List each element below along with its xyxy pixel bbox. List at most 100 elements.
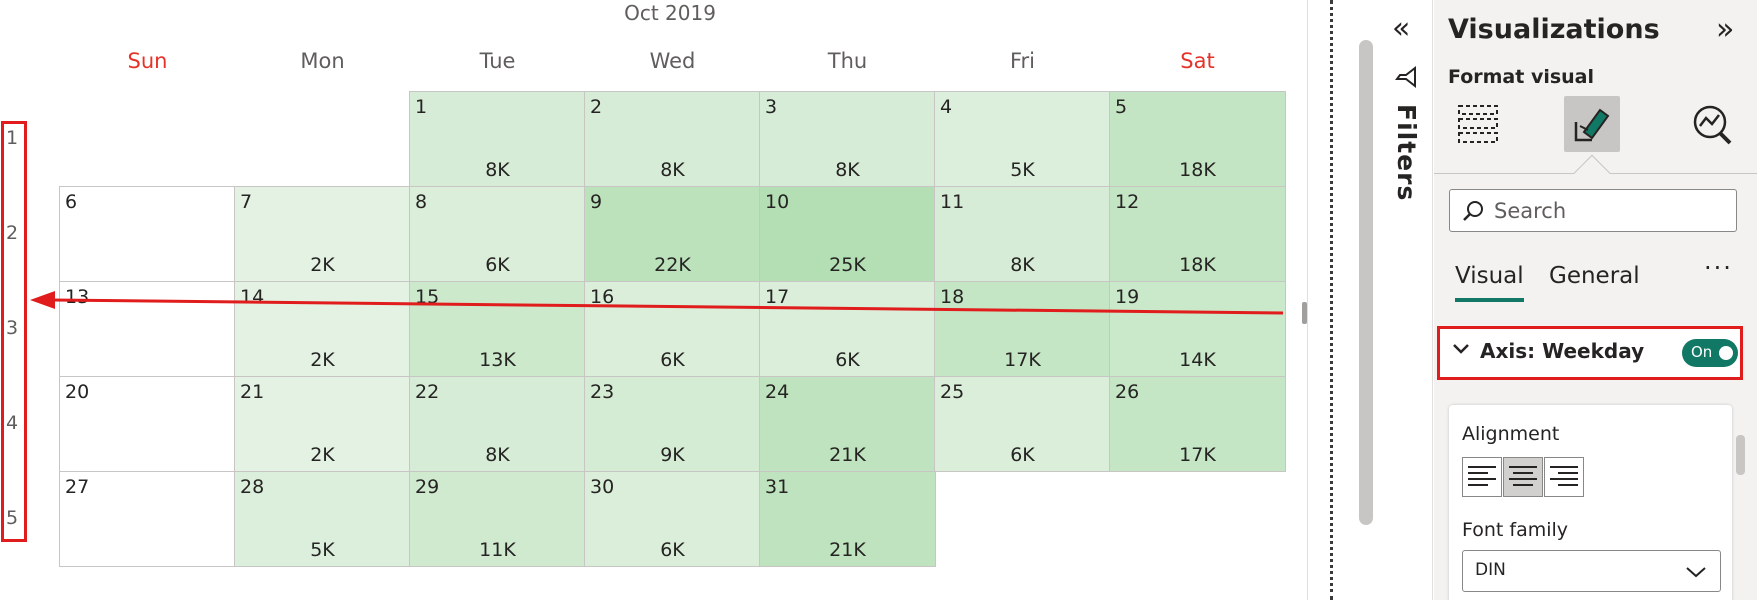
align-left-icon <box>1468 466 1496 486</box>
tab-visual[interactable]: Visual <box>1455 263 1524 289</box>
day-number: 11 <box>940 191 965 213</box>
calendar-day-cell[interactable]: 12 18K <box>1109 186 1286 282</box>
calendar-day-cell[interactable]: 22 8K <box>409 376 586 472</box>
font-family-dropdown[interactable]: DIN <box>1462 550 1721 592</box>
day-value: 2K <box>310 349 335 371</box>
filters-label[interactable]: Filters <box>1392 104 1421 202</box>
chevron-double-left-icon[interactable]: « <box>1392 11 1411 46</box>
day-value: 8K <box>485 159 510 181</box>
visualizations-pane: Visualizations » Format visual Visual <box>1434 0 1757 600</box>
calendar-day-cell[interactable]: 21 2K <box>234 376 411 472</box>
day-number: 20 <box>65 381 90 403</box>
calendar-day-cell[interactable]: 9 22K <box>584 186 761 282</box>
analytics-tab[interactable] <box>1684 96 1740 152</box>
calendar-day-cell[interactable]: 18 17K <box>934 281 1111 377</box>
day-value: 14K <box>1179 349 1216 371</box>
format-visual-label: Format visual <box>1448 66 1595 88</box>
calendar-day-cell[interactable]: 10 25K <box>759 186 936 282</box>
calendar-day-cell[interactable]: 11 8K <box>934 186 1111 282</box>
tab-general[interactable]: General <box>1549 263 1640 289</box>
calendar-day-cell[interactable]: 6 <box>59 186 236 282</box>
weekday-header-tue: Tue <box>479 49 516 73</box>
font-family-value: DIN <box>1475 560 1506 580</box>
day-value: 8K <box>660 159 685 181</box>
alignment-label: Alignment <box>1462 423 1560 445</box>
day-number: 22 <box>415 381 440 403</box>
week-number-label: 3 <box>6 317 19 339</box>
format-visual-tab[interactable] <box>1564 96 1620 152</box>
axis-weekday-card-header[interactable]: Axis: Weekday On <box>1437 326 1743 380</box>
day-value: 5K <box>310 539 335 561</box>
day-value: 21K <box>829 444 866 466</box>
calendar-day-cell[interactable]: 1 8K <box>409 91 586 187</box>
day-number: 10 <box>765 191 790 213</box>
calendar-day-cell[interactable]: 13 <box>59 281 236 377</box>
day-value: 5K <box>1010 159 1035 181</box>
day-number: 29 <box>415 476 440 498</box>
search-box[interactable] <box>1449 189 1737 232</box>
align-center-button[interactable] <box>1503 457 1543 497</box>
canvas-scrollbar[interactable] <box>1359 40 1373 525</box>
day-number: 16 <box>590 286 615 308</box>
chevron-double-right-icon[interactable]: » <box>1716 12 1735 47</box>
calendar-day-cell[interactable]: 17 6K <box>759 281 936 377</box>
calendar-day-cell[interactable]: 19 14K <box>1109 281 1286 377</box>
day-value: 22K <box>654 254 691 276</box>
align-left-button[interactable] <box>1462 457 1502 497</box>
search-icon <box>1463 201 1483 221</box>
day-number: 2 <box>590 96 603 118</box>
calendar-day-cell[interactable]: 16 6K <box>584 281 761 377</box>
axis-weekday-toggle[interactable]: On <box>1682 339 1738 367</box>
weekday-header-fri: Fri <box>1009 49 1036 73</box>
day-number: 9 <box>590 191 603 213</box>
day-number: 31 <box>765 476 790 498</box>
funnel-icon <box>1395 65 1416 89</box>
calendar-day-cell[interactable]: 27 <box>59 471 236 567</box>
calendar-day-cell[interactable]: 25 6K <box>934 376 1111 472</box>
calendar-day-cell[interactable]: 30 6K <box>584 471 761 567</box>
search-input[interactable] <box>1494 190 1724 231</box>
day-value: 6K <box>485 254 510 276</box>
align-center-icon <box>1509 466 1537 486</box>
day-value: 6K <box>835 349 860 371</box>
week-number-label: 4 <box>6 412 19 434</box>
weekday-header-sun: Sun <box>127 49 168 73</box>
toggle-knob <box>1719 346 1733 360</box>
chevron-down-icon[interactable] <box>1452 340 1470 358</box>
calendar-day-cell[interactable]: 8 6K <box>409 186 586 282</box>
month-title: Oct 2019 <box>624 1 716 25</box>
day-number: 25 <box>940 381 965 403</box>
day-value: 25K <box>829 254 866 276</box>
calendar-day-cell[interactable]: 26 17K <box>1109 376 1286 472</box>
build-visual-tab[interactable] <box>1450 96 1506 152</box>
calendar-day-cell[interactable]: 29 11K <box>409 471 586 567</box>
calendar-day-cell[interactable]: 3 8K <box>759 91 936 187</box>
calendar-day-cell[interactable]: 28 5K <box>234 471 411 567</box>
calendar-day-cell[interactable]: 2 8K <box>584 91 761 187</box>
calendar-day-cell[interactable]: 23 9K <box>584 376 761 472</box>
week-number-label: 1 <box>6 127 19 149</box>
filters-pane[interactable]: « Filters <box>1378 0 1433 600</box>
calendar-day-cell[interactable]: 15 13K <box>409 281 586 377</box>
day-number: 13 <box>65 286 90 308</box>
day-value: 8K <box>1010 254 1035 276</box>
calendar-day-cell[interactable]: 5 18K <box>1109 91 1286 187</box>
calendar-day-cell[interactable]: 7 2K <box>234 186 411 282</box>
day-value: 17K <box>1179 444 1216 466</box>
calendar-day-cell[interactable]: 4 5K <box>934 91 1111 187</box>
day-number: 12 <box>1115 191 1140 213</box>
calendar-day-cell[interactable]: 24 21K <box>759 376 936 472</box>
pane-scrollbar[interactable] <box>1736 435 1745 475</box>
day-number: 30 <box>590 476 615 498</box>
day-value: 8K <box>485 444 510 466</box>
calendar-day-cell[interactable]: 20 <box>59 376 236 472</box>
day-number: 19 <box>1115 286 1140 308</box>
more-options-icon[interactable]: ··· <box>1704 254 1733 282</box>
day-number: 15 <box>415 286 440 308</box>
day-value: 21K <box>829 539 866 561</box>
calendar-day-cell[interactable]: 14 2K <box>234 281 411 377</box>
calendar-day-cell[interactable]: 31 21K <box>759 471 936 567</box>
page-divider <box>1330 0 1333 600</box>
visual-resize-handle[interactable] <box>1302 302 1307 324</box>
align-right-button[interactable] <box>1544 457 1584 497</box>
